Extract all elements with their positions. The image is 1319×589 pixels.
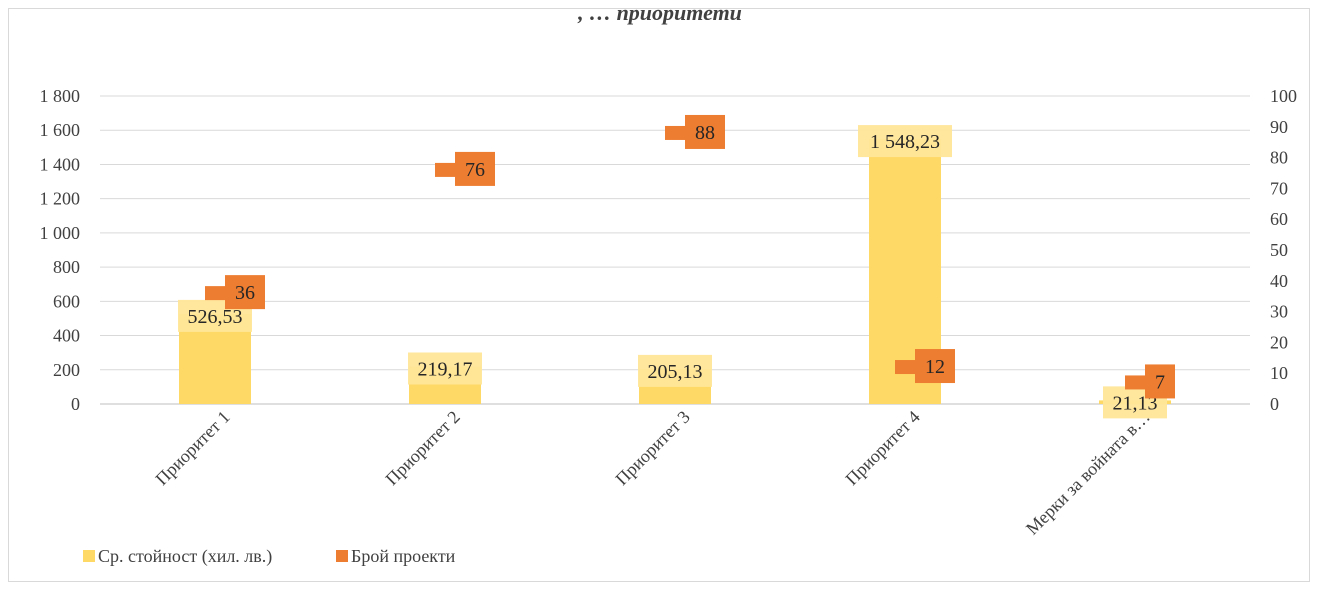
right-tick-label: 10 <box>1270 363 1288 383</box>
bar-data-label: 205,13 <box>648 361 703 383</box>
marker-point <box>895 360 915 375</box>
marker-data-label: 76 <box>465 159 485 181</box>
right-tick-label: 60 <box>1270 209 1288 229</box>
legend-label-marker: Брой проекти <box>351 546 456 566</box>
right-tick-label: 40 <box>1270 271 1288 291</box>
bar-label-box <box>858 125 952 158</box>
left-tick-label: 1 200 <box>40 189 81 209</box>
left-tick-label: 600 <box>53 291 80 311</box>
bar-data-label: 526,53 <box>188 306 243 328</box>
right-tick-label: 70 <box>1270 178 1288 198</box>
marker-label-box <box>1145 364 1175 399</box>
chart-title: , … приоритети <box>577 0 742 25</box>
marker-point <box>205 286 225 301</box>
marker-point <box>1125 375 1145 390</box>
marker-data-label: 36 <box>235 282 255 304</box>
legend-swatch-bar <box>83 550 95 562</box>
legend-swatch-marker <box>336 550 348 562</box>
marker-point <box>435 162 455 177</box>
marker-point <box>665 125 685 140</box>
category-label: Мерки за войната в… <box>1022 407 1154 539</box>
bar-label-box <box>638 354 712 387</box>
left-tick-label: 800 <box>53 257 80 277</box>
marker-data-label: 88 <box>695 122 715 144</box>
marker-series <box>205 125 1145 390</box>
right-axis-ticks: 0 10 20 30 40 50 60 70 80 90 100 <box>1270 86 1297 414</box>
right-tick-label: 80 <box>1270 148 1288 168</box>
category-label: Приоритет 4 <box>841 407 923 489</box>
left-tick-label: 1 800 <box>40 86 81 106</box>
marker-label-box <box>455 151 495 186</box>
marker-label-box <box>225 275 265 310</box>
marker-label-box <box>915 349 955 384</box>
bar-data-label: 1 548,23 <box>870 131 940 153</box>
right-tick-label: 20 <box>1270 332 1288 352</box>
left-tick-label: 0 <box>71 394 80 414</box>
left-tick-label: 1 000 <box>40 223 81 243</box>
left-tick-label: 400 <box>53 326 80 346</box>
bar-label-box <box>408 352 482 385</box>
category-label: Приоритет 1 <box>151 407 233 489</box>
category-label: Приоритет 3 <box>611 407 693 489</box>
right-tick-label: 0 <box>1270 394 1279 414</box>
category-label: Приоритет 2 <box>381 407 463 489</box>
right-tick-label: 90 <box>1270 117 1288 137</box>
legend-label-bar: Ср. стойност (хил. лв.) <box>98 546 272 567</box>
left-axis-ticks: 0 200 400 600 800 1 000 1 200 1 400 1 600 1 800 <box>40 86 81 414</box>
left-tick-label: 200 <box>53 360 80 380</box>
legend: Ср. стойност (хил. лв.) Брой проекти <box>83 546 456 567</box>
bar-data-label: 219,17 <box>418 358 473 380</box>
marker-data-labels: 36 76 88 12 7 <box>225 114 1175 399</box>
marker-data-label: 7 <box>1155 371 1165 393</box>
left-tick-label: 1 400 <box>40 154 81 174</box>
right-tick-label: 30 <box>1270 302 1288 322</box>
category-labels: Приоритет 1 Приоритет 2 Приоритет 3 Приорит… <box>151 407 1153 539</box>
marker-data-label: 12 <box>925 356 945 378</box>
left-tick-label: 1 600 <box>40 120 81 140</box>
right-tick-label: 50 <box>1270 240 1288 260</box>
right-tick-label: 100 <box>1270 86 1297 106</box>
chart-frame <box>8 8 1310 582</box>
marker-label-box <box>685 114 725 149</box>
